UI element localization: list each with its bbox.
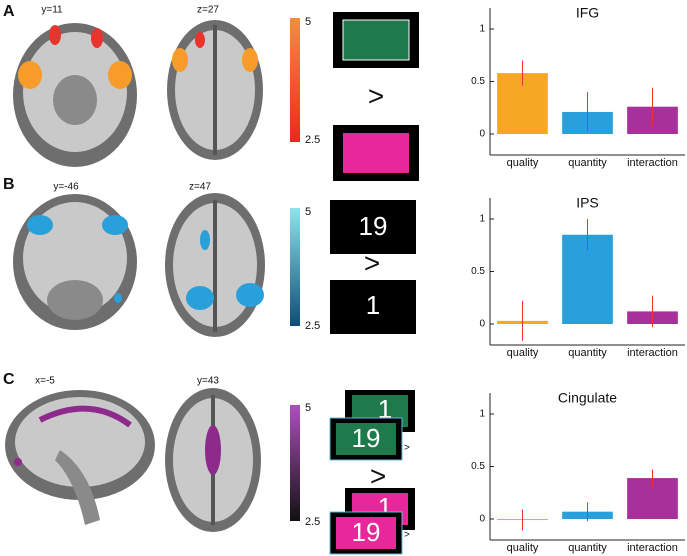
stimulus-image — [343, 133, 409, 173]
stimulus-card — [330, 280, 416, 334]
y-tick-label: 0 — [479, 129, 485, 140]
slice-label: z=47 — [189, 182, 211, 193]
colorbar-tick: 2.5 — [305, 516, 320, 528]
colorbar-tick: 5 — [305, 402, 311, 414]
stimulus-text: 19 — [352, 423, 381, 453]
brain-axial — [165, 193, 265, 337]
brain-coronal — [13, 23, 137, 167]
stimulus-text: > — [370, 460, 386, 491]
x-tick-label: quantity — [568, 157, 607, 169]
x-tick-label: quality — [507, 347, 539, 359]
slice-label: y=-46 — [53, 182, 79, 193]
colorbar — [290, 18, 300, 142]
y-tick-label: 0.5 — [471, 76, 485, 87]
stimulus-image — [336, 517, 396, 549]
brain-coronal — [13, 194, 137, 330]
y-tick-label: 1 — [479, 214, 485, 225]
stimulus-image — [336, 423, 396, 455]
stimulus-card — [330, 200, 416, 254]
panel-letter: A — [3, 3, 15, 20]
colorbar-tick: 2.5 — [305, 320, 320, 332]
x-tick-label: interaction — [627, 542, 678, 554]
slice-label: x=-5 — [35, 376, 55, 387]
brain-axial — [165, 388, 261, 532]
slice-label: y=11 — [41, 5, 63, 16]
stimulus-text: 1 — [366, 290, 380, 320]
x-tick-label: interaction — [627, 157, 678, 169]
colorbar-tick: 5 — [305, 16, 311, 28]
y-tick-label: 1 — [479, 24, 485, 35]
slice-label: z=27 — [197, 5, 219, 16]
y-tick-label: 1 — [479, 409, 485, 420]
colorbar — [290, 405, 300, 521]
stimulus-text: > — [368, 80, 384, 111]
colorbar — [290, 208, 300, 326]
panel-letter: B — [3, 176, 15, 193]
y-tick-label: 0 — [479, 514, 485, 525]
x-tick-label: quantity — [568, 542, 607, 554]
colorbar-tick: 2.5 — [305, 134, 320, 146]
y-tick-label: 0.5 — [471, 461, 485, 472]
chart-title: IPS — [576, 195, 599, 211]
x-tick-label: interaction — [627, 347, 678, 359]
stimulus-image — [342, 19, 410, 61]
x-tick-label: quality — [507, 542, 539, 554]
brain-sagittal — [5, 390, 155, 525]
x-tick-label: quality — [507, 157, 539, 169]
stimulus-text: > — [404, 530, 410, 541]
panel-letter: C — [3, 371, 15, 388]
chart-title: IFG — [576, 5, 599, 21]
slice-label: y=43 — [197, 376, 219, 387]
colorbar-tick: 5 — [305, 206, 311, 218]
stimulus-text: 19 — [359, 211, 388, 241]
x-tick-label: quantity — [568, 347, 607, 359]
stimulus-text: 1 — [378, 394, 392, 424]
y-tick-label: 0 — [479, 319, 485, 330]
brain-axial — [167, 20, 263, 160]
stimulus-text: 19 — [352, 517, 381, 547]
stimulus-text: > — [404, 443, 410, 454]
chart-title: Cingulate — [558, 390, 617, 406]
y-tick-label: 0.5 — [471, 266, 485, 277]
stimulus-text: > — [364, 247, 380, 278]
